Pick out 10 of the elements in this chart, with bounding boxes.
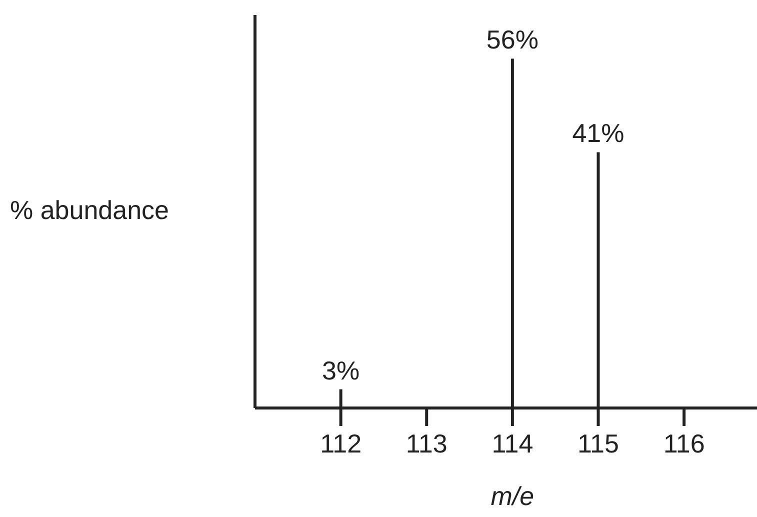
data-label: 3%: [322, 355, 360, 386]
data-label: 41%: [572, 118, 624, 148]
x-tick-label: 112: [320, 428, 362, 458]
x-tick-label: 114: [492, 428, 534, 458]
data-label: 56%: [486, 24, 538, 55]
x-tick-label: 113: [406, 428, 448, 458]
x-tick-label: 116: [663, 428, 705, 458]
y-axis-title: % abundance: [10, 195, 170, 225]
x-tick-label: 115: [578, 428, 619, 458]
x-axis-title: m/e: [490, 481, 534, 511]
